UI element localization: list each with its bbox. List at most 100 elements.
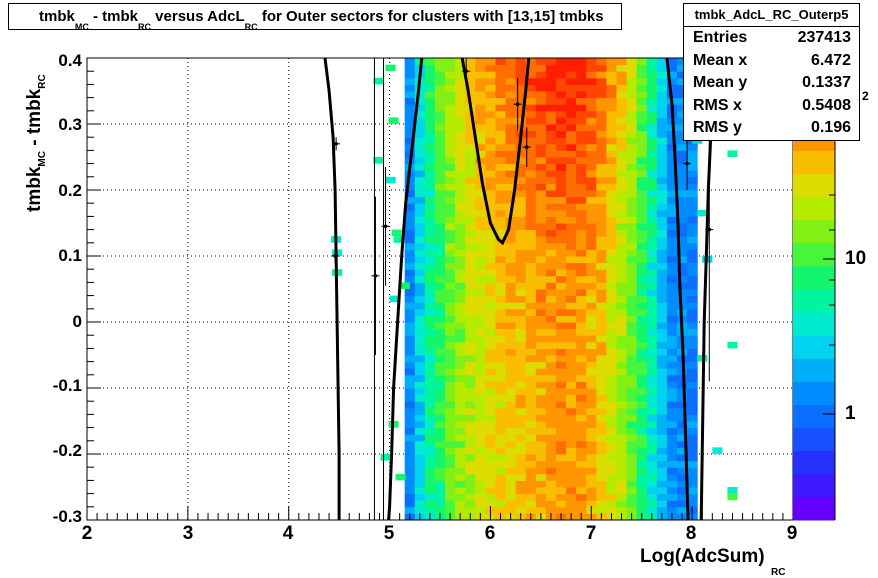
heatmap-cell (606, 315, 617, 323)
heatmap-cell (535, 117, 547, 125)
heatmap-cell (677, 157, 688, 165)
profile-point (707, 227, 712, 232)
heatmap-cell (424, 341, 436, 349)
heatmap-cell (445, 322, 456, 330)
heatmap-cell (596, 487, 607, 495)
heatmap-cell (515, 176, 527, 184)
heatmap-cell (586, 58, 597, 66)
heatmap-cell (485, 196, 496, 204)
heatmap-cell (555, 124, 567, 132)
heatmap-cell (455, 295, 466, 303)
heatmap-cell (434, 447, 446, 455)
heatmap-cell (505, 223, 517, 231)
heatmap-cell (566, 394, 577, 402)
heatmap-cell (586, 414, 597, 422)
heatmap-cell (465, 137, 476, 145)
heatmap-cell (555, 295, 567, 303)
heatmap-cell (404, 434, 416, 442)
heatmap-cell (687, 229, 698, 237)
heatmap-cell (586, 163, 597, 171)
heatmap-cell (646, 467, 658, 475)
heatmap-cell (616, 209, 628, 217)
heatmap-cell (424, 150, 436, 158)
heatmap-cell (434, 190, 446, 198)
heatmap-cell (535, 493, 547, 501)
heatmap-cell (434, 249, 446, 257)
heatmap-cell (687, 269, 698, 277)
heatmap-cell (535, 434, 547, 442)
heatmap-cell (424, 493, 436, 501)
heatmap-cell (475, 223, 486, 231)
heatmap-cell (656, 460, 668, 468)
heatmap-cell (555, 130, 567, 138)
stats-row: Mean y 0.1337 (684, 72, 859, 95)
heatmap-cell (606, 487, 617, 495)
heatmap-cell (606, 236, 617, 244)
heatmap-cell (576, 361, 587, 369)
heatmap-cell (465, 341, 476, 349)
heatmap-cell (666, 368, 678, 376)
heatmap-cell (414, 473, 426, 481)
heatmap-cell (555, 315, 567, 323)
heatmap-cell (566, 473, 577, 481)
heatmap-cell (677, 77, 688, 85)
heatmap-cell (606, 262, 617, 270)
heatmap-cell (626, 196, 638, 204)
heatmap-cell (445, 143, 456, 151)
heatmap-cell (495, 110, 507, 118)
heatmap-cell (586, 242, 597, 250)
heatmap-cell (656, 473, 668, 481)
heatmap-cell (475, 117, 486, 125)
heatmap-cell (404, 368, 416, 376)
heatmap-cell (485, 262, 496, 270)
heatmap-cell (606, 124, 617, 132)
heatmap-cell (485, 487, 496, 495)
heatmap-cell (586, 447, 597, 455)
heatmap-cell (515, 368, 527, 376)
heatmap-cell (636, 223, 648, 231)
heatmap-cell (586, 295, 597, 303)
heatmap-cell (596, 157, 607, 165)
heatmap-cell (495, 302, 507, 310)
heatmap-cell-outlier (388, 117, 399, 124)
heatmap-cell (404, 407, 416, 415)
heatmap-cell (656, 454, 668, 462)
heatmap-cell (535, 328, 547, 336)
heatmap-cell-outlier (727, 341, 738, 349)
heatmap-cell (576, 157, 587, 165)
heatmap-cell (616, 434, 628, 442)
heatmap-cell (576, 440, 587, 448)
heatmap-cell (434, 104, 446, 112)
heatmap-cell (455, 104, 466, 112)
heatmap-cell (424, 84, 436, 92)
heatmap-cell (424, 249, 436, 257)
heatmap-cell (485, 209, 496, 217)
heatmap-cell (434, 176, 446, 184)
heatmap-cell (414, 183, 426, 191)
heatmap-cell (515, 414, 527, 422)
heatmap-cell (404, 355, 416, 363)
heatmap-cell (626, 355, 638, 363)
heatmap-cell (606, 77, 617, 85)
heatmap-cell (586, 209, 597, 217)
heatmap-cell (404, 229, 416, 237)
heatmap-cell (525, 473, 537, 481)
heatmap-cell (596, 295, 607, 303)
profile-point (515, 102, 520, 106)
heatmap-cell (445, 414, 456, 422)
heatmap-cell (566, 282, 577, 290)
heatmap-cell-outlier (373, 157, 384, 164)
heatmap-cell (576, 421, 587, 429)
heatmap-cell (646, 110, 658, 118)
heatmap-cell (666, 401, 678, 409)
heatmap-cell (677, 71, 688, 79)
heatmap-cell (636, 77, 648, 85)
heatmap-cell (586, 104, 597, 112)
heatmap-cell (495, 500, 507, 508)
heatmap-cell (485, 110, 496, 118)
heatmap-cell (636, 163, 648, 171)
heatmap-cell (414, 374, 426, 382)
heatmap-cell (545, 64, 557, 72)
heatmap-cell (424, 256, 436, 264)
heatmap-cell (687, 328, 698, 336)
